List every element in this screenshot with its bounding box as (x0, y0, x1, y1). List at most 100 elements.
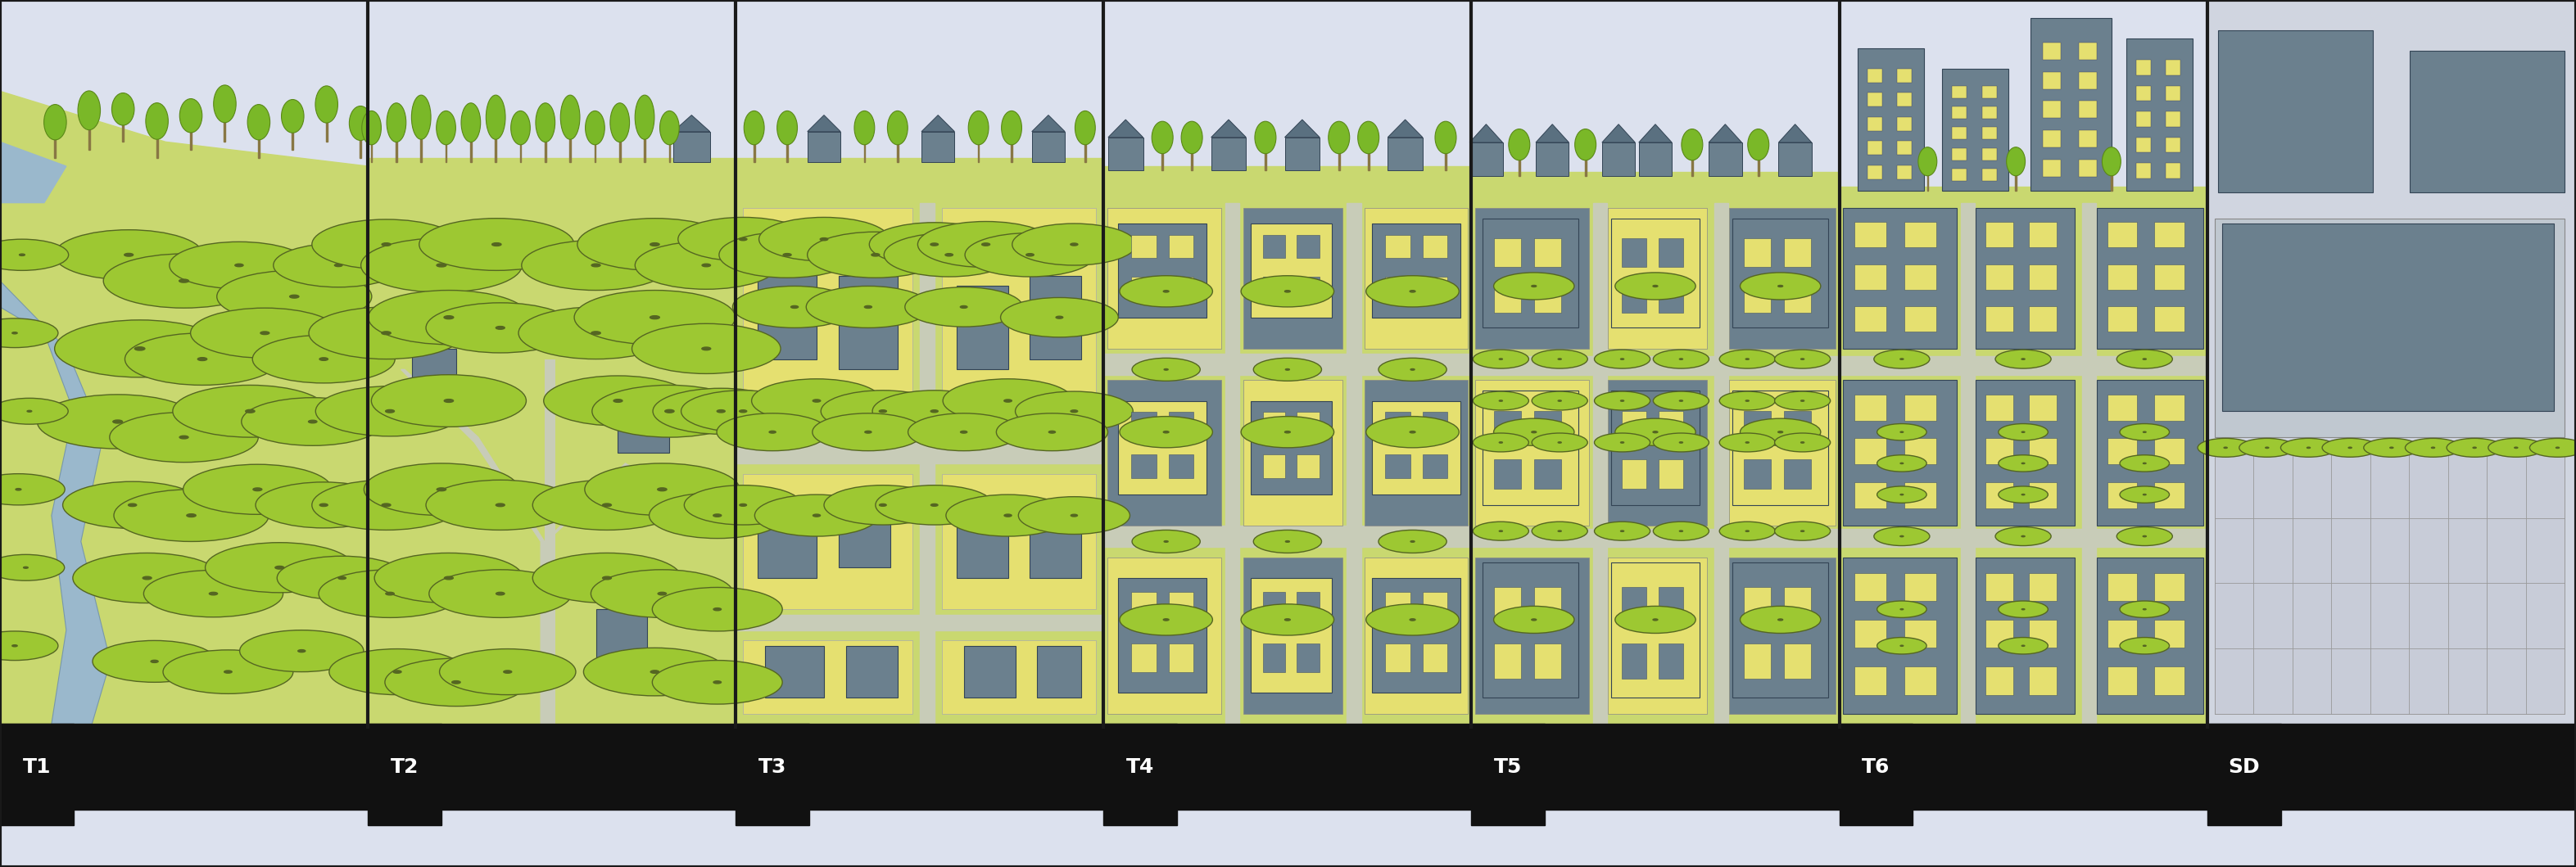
Circle shape (273, 244, 404, 287)
Bar (806, 132, 840, 162)
Bar (2154, 482, 2184, 508)
Circle shape (198, 357, 206, 361)
Bar (1262, 235, 1285, 258)
Bar (1855, 264, 1886, 290)
Circle shape (276, 566, 283, 569)
Bar (1373, 401, 1461, 494)
Circle shape (1473, 434, 1528, 452)
Circle shape (113, 489, 268, 542)
Polygon shape (1535, 124, 1569, 142)
Circle shape (240, 630, 363, 672)
Circle shape (1365, 416, 1458, 447)
Circle shape (62, 481, 201, 529)
Circle shape (2143, 494, 2146, 495)
Circle shape (1015, 391, 1133, 431)
Circle shape (1615, 606, 1695, 633)
Circle shape (103, 254, 265, 308)
Text: URBAN CENTER
ZONE: URBAN CENTER ZONE (1641, 753, 1744, 780)
Circle shape (278, 556, 407, 600)
Bar (1607, 557, 1708, 714)
Text: GENERAL URBAN
ZONE: GENERAL URBAN ZONE (1267, 753, 1381, 780)
Bar (1986, 306, 2012, 332)
Bar (1986, 482, 2012, 508)
Circle shape (2321, 439, 2378, 457)
Circle shape (1873, 527, 1929, 545)
Circle shape (1901, 432, 1904, 433)
Bar (1785, 284, 1811, 312)
Bar (1386, 277, 1409, 301)
Bar (1986, 667, 2012, 694)
Bar (1623, 460, 1646, 489)
Ellipse shape (2102, 147, 2120, 176)
Circle shape (2530, 439, 2576, 457)
Bar (1262, 412, 1285, 435)
Circle shape (1747, 359, 1749, 360)
Circle shape (961, 306, 969, 308)
Ellipse shape (1002, 111, 1023, 145)
Bar (2030, 482, 2056, 508)
Circle shape (2473, 447, 2476, 448)
Polygon shape (0, 91, 368, 203)
Bar (1953, 148, 1965, 160)
Bar (1981, 127, 1996, 140)
Bar (1842, 557, 1958, 714)
Bar (1103, 526, 1471, 547)
Circle shape (1999, 601, 2048, 617)
Bar (1471, 724, 1546, 825)
Ellipse shape (412, 95, 430, 140)
Circle shape (173, 385, 327, 437)
Bar (1986, 439, 2012, 465)
Circle shape (185, 514, 196, 517)
Circle shape (752, 379, 881, 423)
Bar (2154, 306, 2184, 332)
Bar (2107, 667, 2138, 694)
Circle shape (2143, 536, 2146, 537)
Bar (1285, 137, 1319, 170)
Circle shape (1164, 431, 1170, 433)
Bar (1610, 390, 1700, 505)
Circle shape (806, 286, 930, 328)
Bar (1471, 356, 1839, 375)
Bar (368, 724, 440, 825)
Circle shape (54, 230, 204, 280)
Polygon shape (1211, 120, 1247, 137)
Circle shape (1901, 536, 1904, 537)
Ellipse shape (855, 111, 876, 145)
Circle shape (386, 592, 394, 595)
Circle shape (209, 592, 216, 595)
Bar (1296, 412, 1319, 435)
Bar (2043, 42, 2061, 60)
Polygon shape (1777, 124, 1811, 142)
Bar (2223, 224, 2553, 411)
Circle shape (636, 241, 778, 290)
Bar (1899, 140, 1911, 155)
Bar (1638, 142, 1672, 176)
Bar (1986, 222, 2012, 247)
Bar (1868, 68, 1883, 82)
Circle shape (1801, 359, 1803, 360)
Circle shape (2022, 494, 2025, 495)
Circle shape (866, 431, 871, 434)
Bar (1855, 394, 1886, 420)
Ellipse shape (361, 111, 381, 145)
Bar (1904, 439, 1937, 465)
Bar (1170, 412, 1193, 435)
Circle shape (144, 570, 283, 617)
Circle shape (36, 394, 198, 449)
Circle shape (1494, 606, 1574, 633)
Ellipse shape (180, 99, 201, 133)
Bar (1252, 578, 1332, 693)
Polygon shape (541, 463, 698, 547)
Circle shape (1901, 494, 1904, 495)
Circle shape (652, 670, 659, 674)
Circle shape (234, 264, 242, 267)
Circle shape (495, 326, 505, 329)
Circle shape (309, 307, 464, 359)
Polygon shape (402, 369, 544, 724)
Bar (737, 440, 1103, 463)
Bar (1868, 117, 1883, 131)
Circle shape (1718, 522, 1775, 540)
Bar (2107, 306, 2138, 332)
Bar (1855, 439, 1886, 465)
Bar (1744, 411, 1770, 440)
